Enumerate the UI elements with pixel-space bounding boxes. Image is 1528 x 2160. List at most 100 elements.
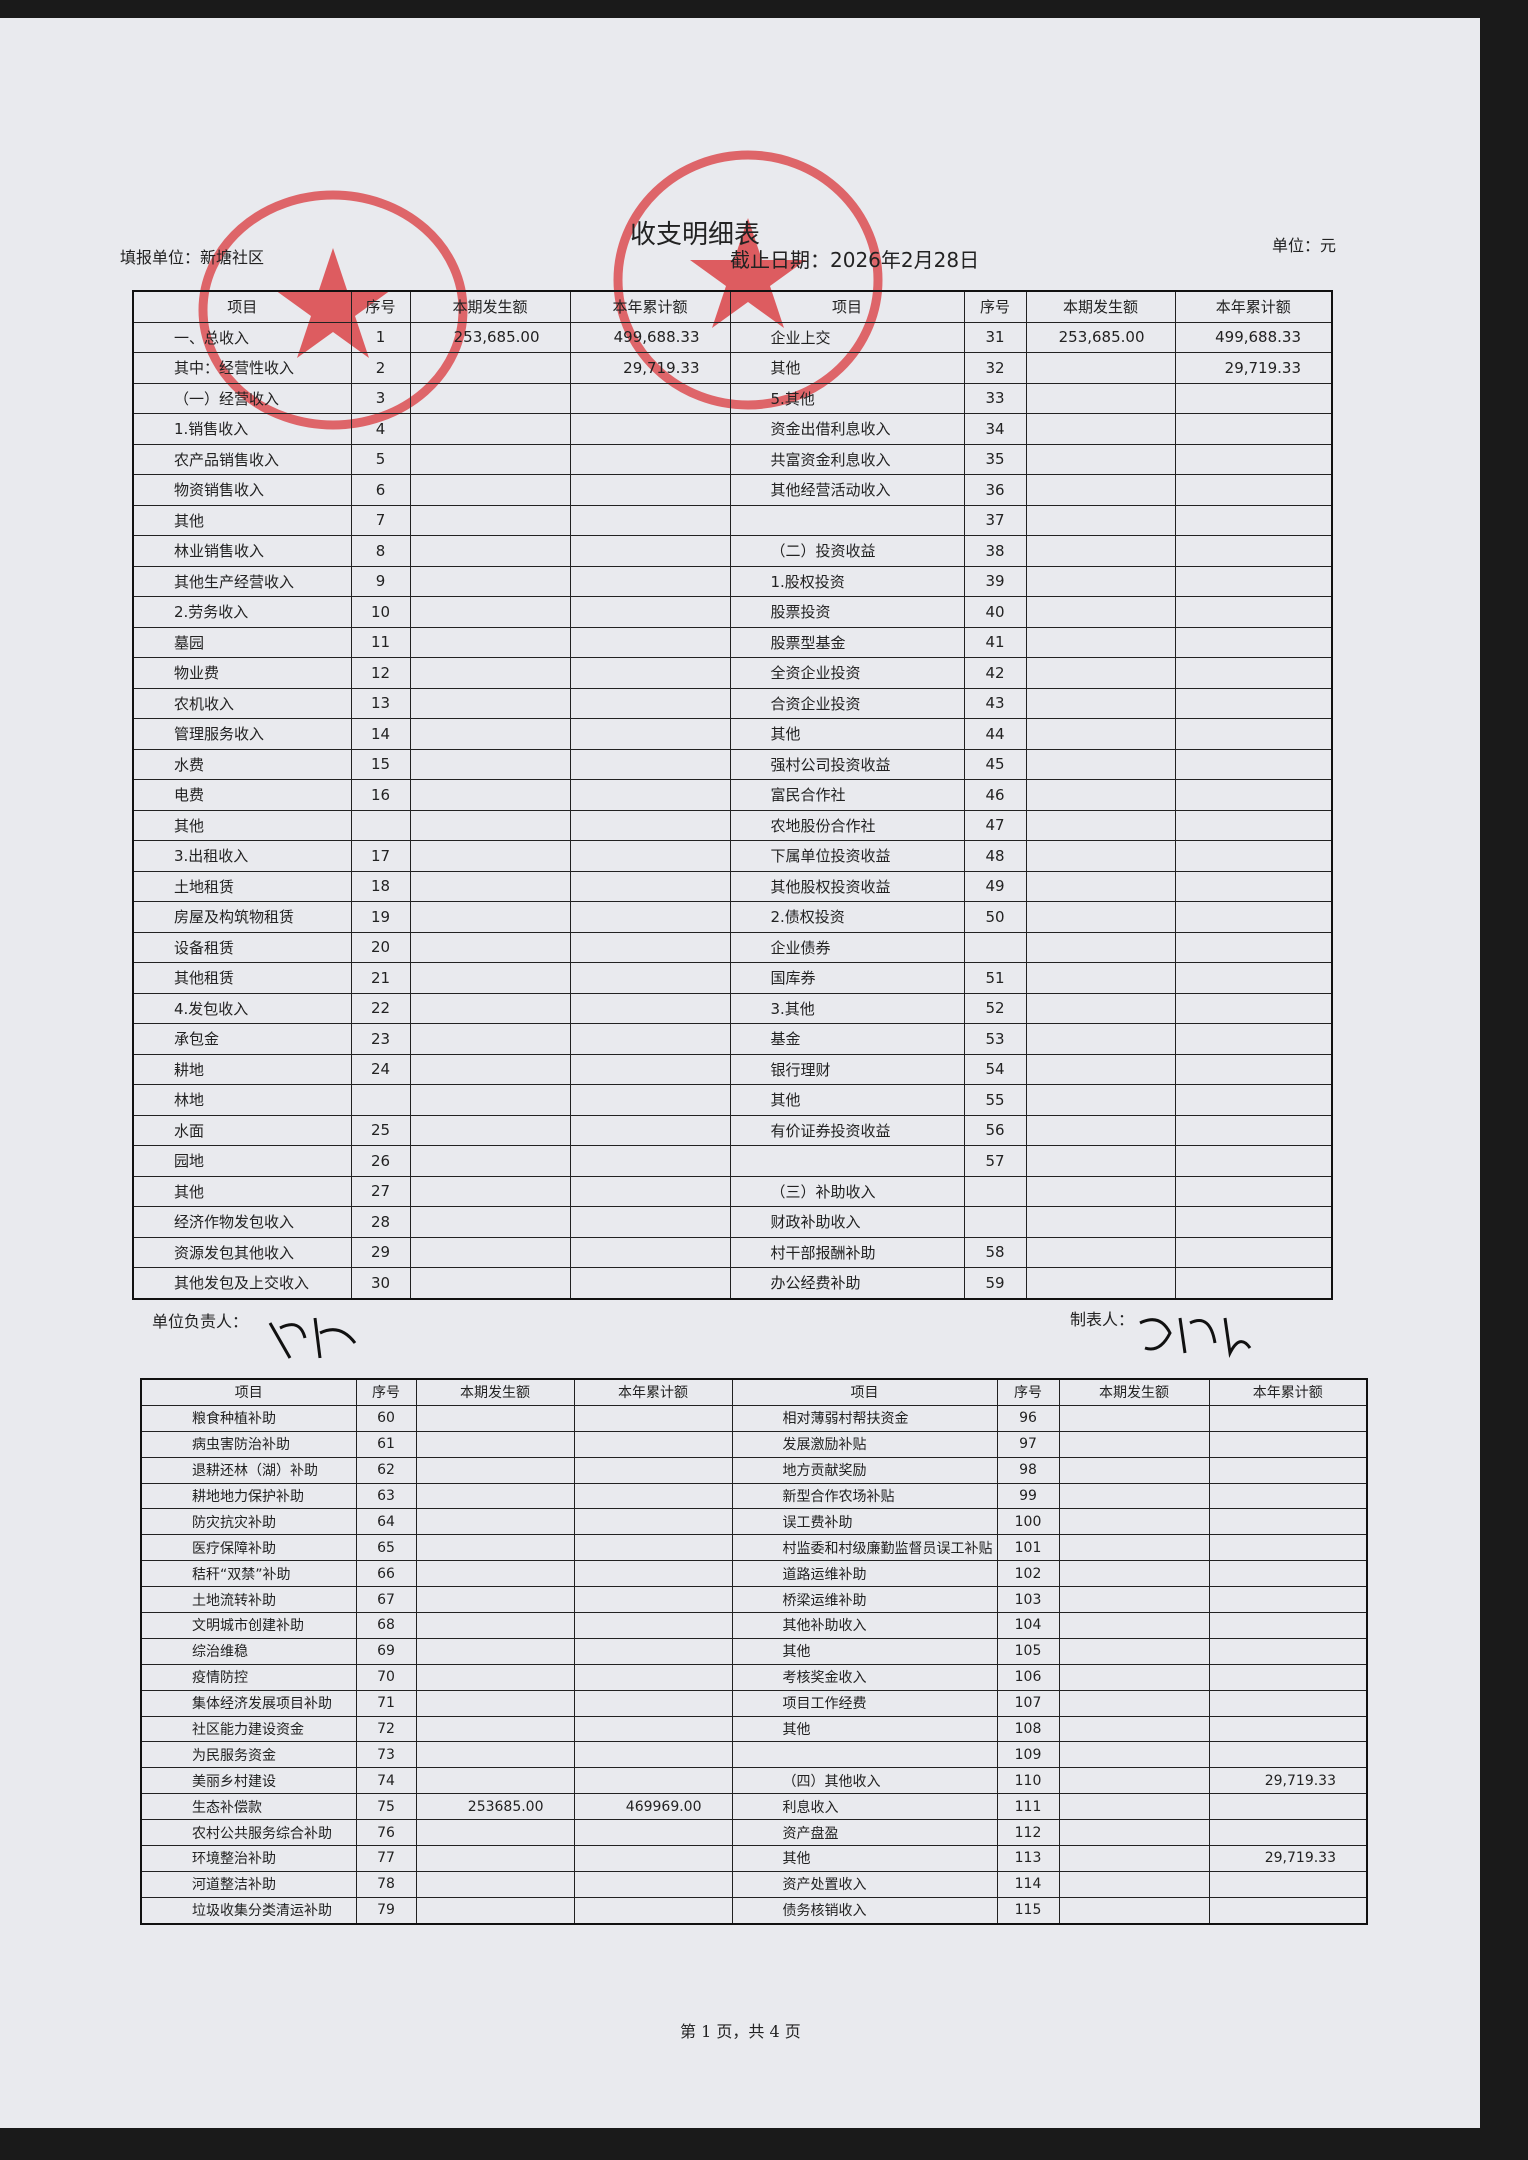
cell: 8 [350,535,411,567]
cell [569,596,731,628]
cell: 67 [355,1586,417,1614]
cell [569,809,731,841]
cell [409,1145,571,1177]
cell: 41 [963,626,1027,658]
cell: 利息收入 [731,1793,998,1821]
cell [1058,1430,1210,1458]
cell: 70 [355,1663,417,1691]
cell [409,1053,571,1085]
row: 2.劳务收入 10 股票投资 40 [132,596,1333,628]
cell: 其他股权投资收益 [729,870,965,902]
column-header: 序号 [996,1378,1060,1406]
cell: 100 [996,1508,1060,1536]
cell [409,901,571,933]
cell [1058,1715,1210,1743]
cell [415,1896,575,1925]
paper: 收支明细表 填报单位：新塘社区 截止日期：2026年2月28日 单位：元 项目序… [0,18,1480,2128]
row: 文明城市创建补助 68 其他补助收入 104 [140,1612,1368,1639]
cell: 5 [350,443,411,475]
cell [963,1206,1027,1238]
cell [415,1456,575,1484]
cell [1058,1586,1210,1614]
cell: 文明城市创建补助 [140,1612,357,1639]
cell: 物业费 [132,657,352,689]
cell: 其他经营活动收入 [729,474,965,506]
cell: 发展激励补贴 [731,1430,998,1458]
cell [1208,1404,1368,1432]
cell: 12 [350,657,411,689]
cell: 误工费补助 [731,1508,998,1536]
cell: 其他发包及上交收入 [132,1267,352,1299]
cell [409,779,571,811]
cell: 101 [996,1534,1060,1562]
cell [1174,413,1333,445]
cell: 秸秆“双禁”补助 [140,1560,357,1588]
row: 耕地 24 银行理财 54 [132,1053,1333,1085]
cell: 469969.00 [573,1793,733,1821]
cell: 30 [350,1267,411,1299]
cell: 96 [996,1404,1060,1432]
cell [409,413,571,445]
cell: 14 [350,718,411,750]
cell: 下属单位投资收益 [729,840,965,872]
cell: 考核奖金收入 [731,1663,998,1691]
cell [1174,1023,1333,1055]
cell [573,1845,733,1872]
cell: 11 [350,626,411,658]
row: 生态补偿款 75 253685.00 469969.00 利息收入 111 [140,1793,1368,1821]
cell: 粮食种植补助 [140,1404,357,1432]
cell [409,718,571,750]
cell: 资产处置收入 [731,1870,998,1898]
cell [1025,1175,1176,1207]
cell: 73 [355,1741,417,1769]
cell: 110 [996,1767,1060,1795]
column-header: 本年累计额 [1208,1378,1368,1406]
row: 房屋及构筑物租赁 19 2.债权投资 50 [132,901,1333,933]
cell [1058,1689,1210,1717]
cell [1174,1114,1333,1146]
cell: 16 [350,779,411,811]
column-header: 本期发生额 [409,290,571,323]
cell [415,1560,575,1588]
cell: 承包金 [132,1023,352,1055]
row: 退耕还林（湖）补助 62 地方贡献奖励 98 [140,1456,1368,1484]
cell [415,1689,575,1717]
cell: 37 [963,504,1027,536]
cell [1058,1637,1210,1665]
cell: （三）补助收入 [729,1175,965,1207]
cell [1208,1870,1368,1898]
cell: 物资销售收入 [132,474,352,506]
cell: 地方贡献奖励 [731,1456,998,1484]
cell: 54 [963,1053,1027,1085]
cell [1174,870,1333,902]
row: 其中：经营性收入 2 29,719.33 其他 32 29,719.33 [132,352,1333,384]
column-header: 本期发生额 [415,1378,575,1406]
cell: 18 [350,870,411,902]
cell [569,535,731,567]
cell [1025,840,1176,872]
cell [573,1896,733,1925]
cell [415,1534,575,1562]
cell: 66 [355,1560,417,1588]
cell [1058,1663,1210,1691]
cell [1025,870,1176,902]
row: 水费 15 强村公司投资收益 45 [132,748,1333,780]
row: 其他发包及上交收入 30 办公经费补助 59 [132,1267,1333,1299]
cell: 耕地地力保护补助 [140,1482,357,1510]
cell: 全资企业投资 [729,657,965,689]
cell: 40 [963,596,1027,628]
row: 病虫害防治补助 61 发展激励补贴 97 [140,1430,1368,1458]
cell: 园地 [132,1145,352,1177]
cell [415,1663,575,1691]
cell [1208,1508,1368,1536]
cell [1208,1482,1368,1510]
row: 园地 26 57 [132,1145,1333,1177]
cell [1025,1206,1176,1238]
cell: 病虫害防治补助 [140,1430,357,1458]
cell [1025,1145,1176,1177]
cell [1025,1053,1176,1085]
cell: 房屋及构筑物租赁 [132,901,352,933]
cell [1025,779,1176,811]
cell: 其他补助收入 [731,1612,998,1639]
